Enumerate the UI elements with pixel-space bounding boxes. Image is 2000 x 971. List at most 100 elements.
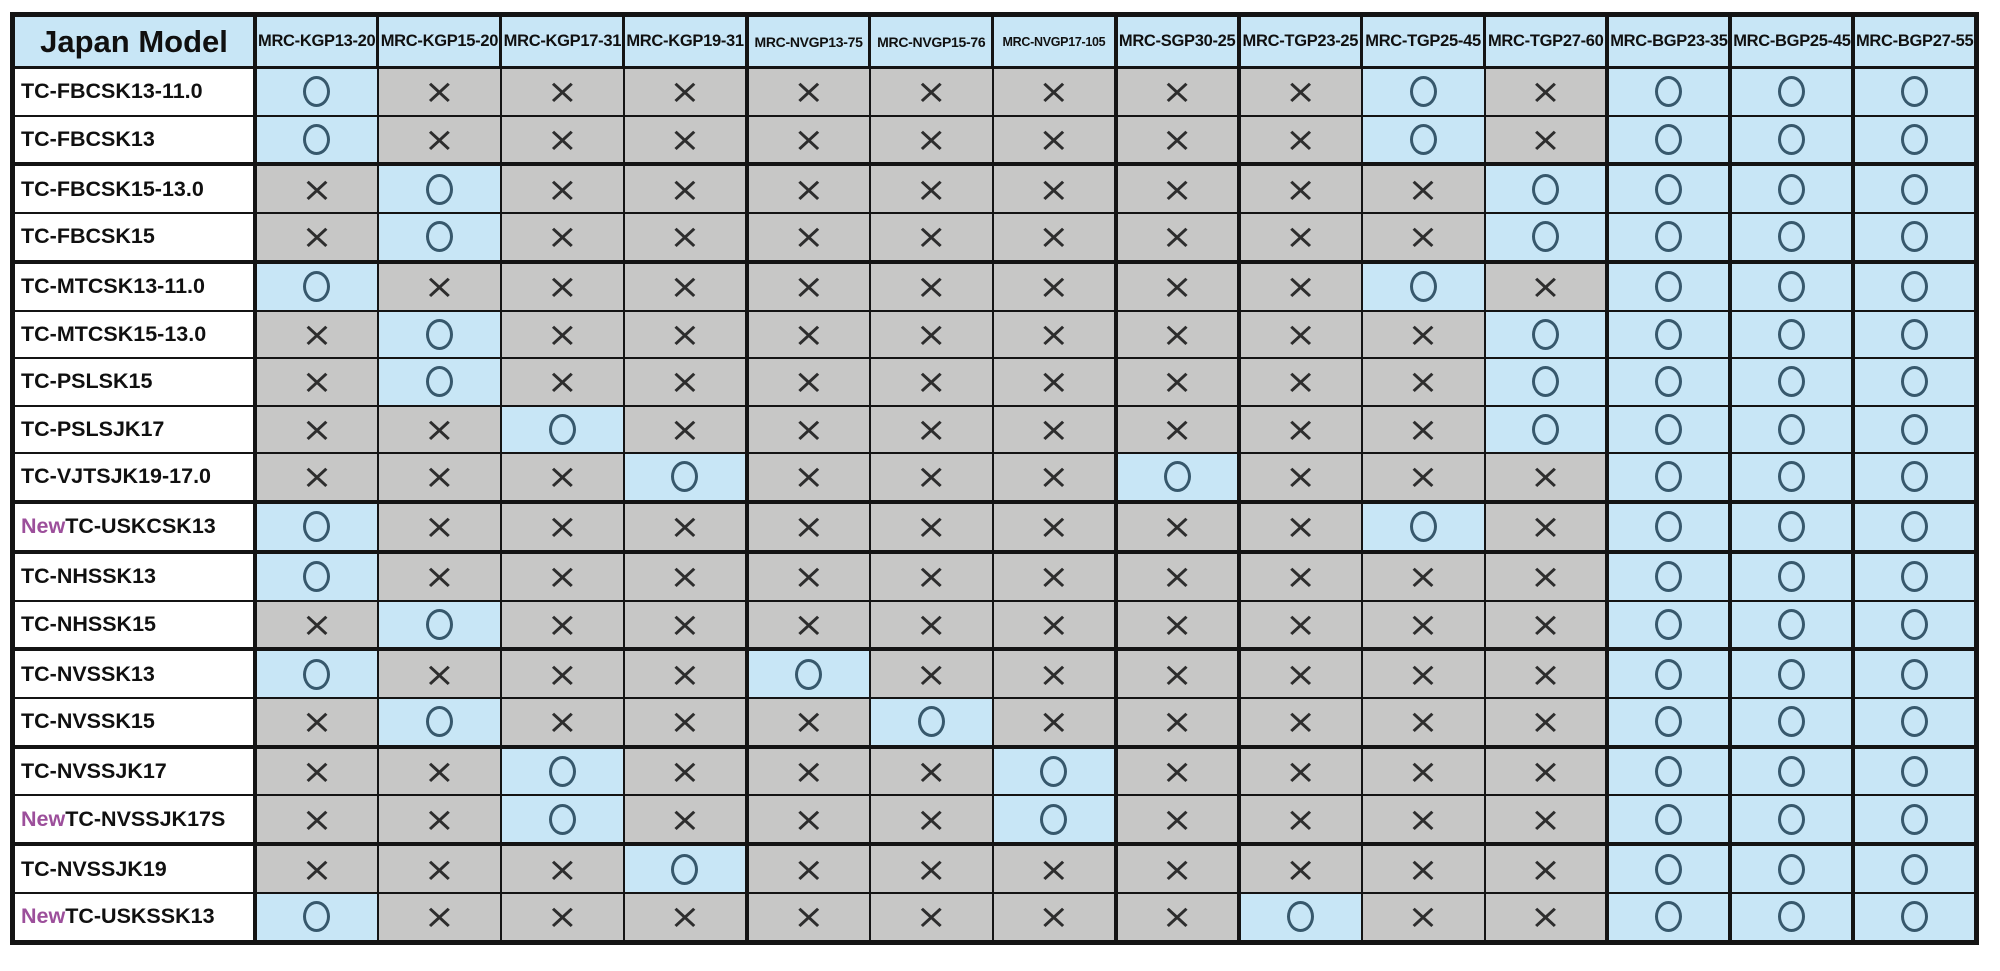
compat-cell [499,794,625,847]
cross-icon: × [915,799,947,840]
compat-cell: × [499,212,625,264]
circle-icon [425,366,453,398]
compat-cell: × [744,163,871,215]
cross-icon: × [1407,314,1439,355]
compat-cell: × [622,745,748,797]
cross-icon: × [1407,556,1439,597]
compat-cell: × [254,697,379,749]
compat-cell: × [991,452,1117,504]
cross-icon: × [301,217,333,257]
compat-cell [1851,648,1978,699]
cross-icon: × [301,751,333,792]
circle-icon [1901,608,1929,640]
compat-cell: × [1236,648,1363,699]
compat-cell: × [1483,843,1609,894]
compat-cell: × [1360,309,1486,360]
compat-cell [1605,212,1732,264]
compat-cell [254,260,379,312]
model-label: TC-PSLSK15 [11,357,257,407]
circle-icon [303,76,331,108]
circle-icon [1778,461,1806,493]
model-label: TC-NVSSJK17 [11,745,257,797]
cross-icon: × [1161,556,1193,597]
circle-icon [303,271,331,303]
model-label: TC-VJTSJK19-17.0 [11,452,257,504]
model-label: TC-NHSSK13 [11,550,257,602]
compat-cell [1851,500,1978,554]
cross-icon: × [793,897,825,937]
cross-icon: × [915,897,947,937]
column-header: MRC-KGP17-31 [499,13,626,69]
cross-icon: × [669,119,701,160]
circle-icon [1778,706,1806,738]
cross-icon: × [1038,362,1070,402]
compat-cell: × [744,745,871,797]
compat-cell: × [1483,114,1609,167]
compat-cell: × [1236,212,1363,264]
compat-cell [1851,357,1978,407]
cross-icon: × [1407,751,1439,792]
compat-cell [991,794,1117,847]
circle-icon [671,461,699,493]
circle-icon [1778,561,1806,593]
compat-cell: × [991,66,1117,117]
compat-cell: × [499,309,625,360]
compat-cell: × [1113,357,1240,407]
cross-icon: × [915,556,947,597]
compat-cell: × [376,114,502,167]
compat-cell: × [376,843,502,894]
compat-cell: × [868,843,994,894]
cross-icon: × [1530,119,1562,160]
compat-cell [1851,550,1978,602]
compat-cell [1360,260,1486,312]
model-label: TC-MTCSK15-13.0 [11,309,257,360]
compat-cell: × [622,260,748,312]
circle-icon [1778,318,1806,350]
compat-cell [1605,452,1732,504]
cross-icon: × [793,362,825,402]
cross-icon: × [669,362,701,402]
compat-cell: × [744,891,871,944]
compat-cell [1728,114,1855,167]
compat-cell: × [622,697,748,749]
circle-icon [1655,853,1683,885]
compat-cell [1605,404,1732,455]
cross-icon: × [1285,457,1317,497]
circle-icon [1901,511,1929,543]
model-name: TC-VJTSJK19-17.0 [21,464,211,489]
cross-icon: × [546,457,578,497]
circle-icon [1409,511,1437,543]
cross-icon: × [793,507,825,547]
compat-cell: × [744,843,871,894]
compat-cell: × [376,794,502,847]
cross-icon: × [1407,217,1439,257]
compat-cell: × [868,114,994,167]
compat-cell [1728,404,1855,455]
circle-icon [1901,561,1929,593]
cross-icon: × [1530,849,1562,889]
cross-icon: × [1407,897,1439,937]
compat-cell: × [622,357,748,407]
cross-icon: × [1285,314,1317,355]
compat-cell: × [744,500,871,554]
cross-icon: × [1407,362,1439,402]
compat-cell [1728,309,1855,360]
compat-cell: × [868,66,994,117]
circle-icon [425,318,453,350]
compat-cell: × [1113,891,1240,944]
circle-icon [1901,901,1929,933]
model-label: TC-MTCSK13-11.0 [11,260,257,312]
cross-icon: × [301,314,333,355]
model-label: TC-FBCSK15 [11,212,257,264]
cross-icon: × [1038,604,1070,645]
cross-icon: × [1038,556,1070,597]
cross-icon: × [1161,362,1193,402]
compat-cell: × [1483,891,1609,944]
cross-icon: × [669,266,701,307]
column-header: MRC-SGP30-25 [1113,13,1241,69]
cross-icon: × [546,897,578,937]
circle-icon [1163,461,1191,493]
circle-icon [1532,318,1559,350]
table-row: TC-NHSSK13 × × × × × × × × × × [11,550,1978,602]
